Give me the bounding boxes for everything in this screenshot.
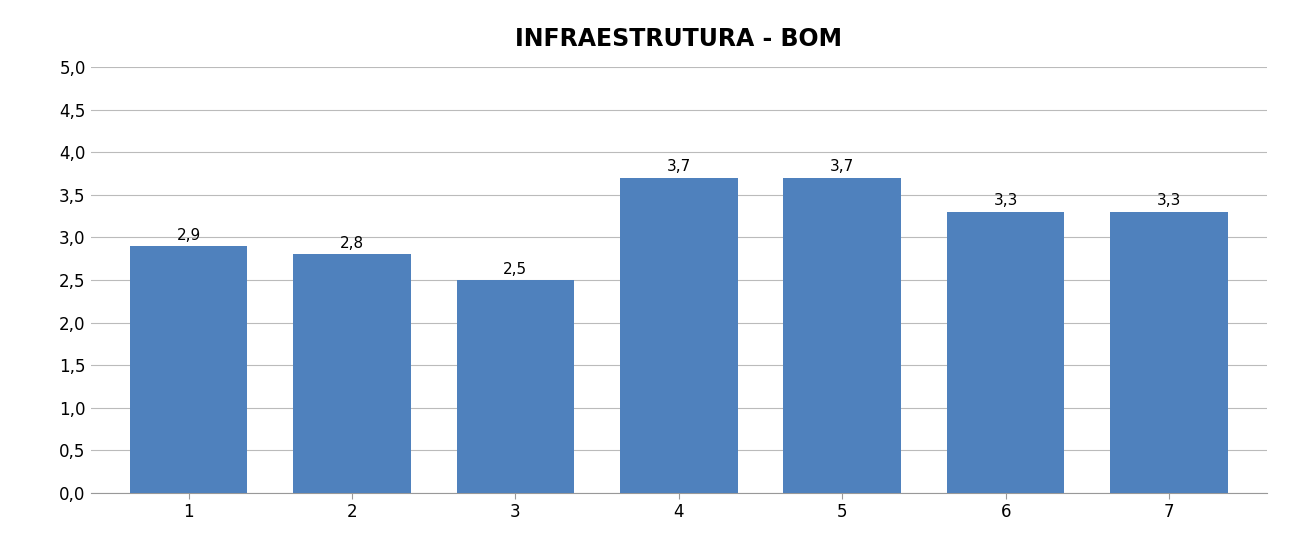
Text: 3,3: 3,3 [1157, 194, 1182, 208]
Text: 2,9: 2,9 [176, 227, 200, 242]
Text: 2,8: 2,8 [340, 236, 365, 251]
Text: 3,7: 3,7 [667, 160, 690, 175]
Bar [1111, 212, 1228, 493]
Bar [456, 280, 574, 493]
Text: 3,7: 3,7 [830, 160, 855, 175]
Bar [129, 246, 247, 493]
Bar [294, 254, 411, 493]
Bar [621, 178, 738, 493]
Text: 3,3: 3,3 [993, 194, 1018, 208]
Bar [946, 212, 1064, 493]
Text: 2,5: 2,5 [503, 262, 528, 277]
Title: INFRAESTRUTURA - BOM: INFRAESTRUTURA - BOM [516, 27, 842, 52]
Bar [784, 178, 901, 493]
